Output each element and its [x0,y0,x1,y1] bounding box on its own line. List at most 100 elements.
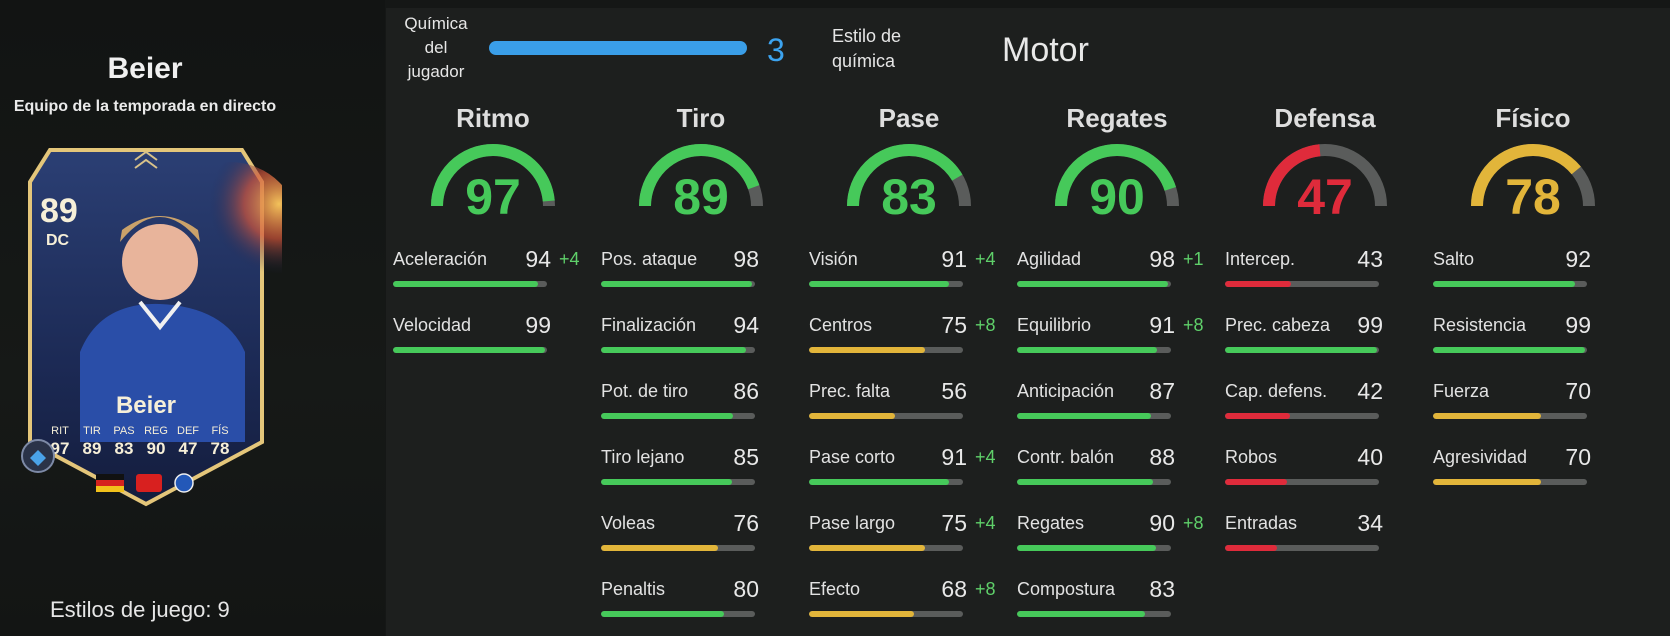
stat-bar [1225,413,1379,419]
stat-bar-fill [809,281,950,287]
nation-league-club-icons [96,473,194,493]
card-stat: RIT 97 [50,425,70,458]
gauge-fill [431,144,555,207]
stat-row[interactable]: Salto 92 [1433,246,1663,289]
stat-row[interactable]: Centros 75 +8 [809,312,1039,355]
stat-value: 99 [1357,312,1383,338]
stat-bar [809,347,963,353]
stat-bar [601,611,755,617]
category-value: 78 [1505,169,1561,225]
stat-bar-fill [809,545,925,551]
gauge-fill [639,144,763,207]
stat-row[interactable]: Velocidad 99 [393,312,623,355]
stat-row[interactable]: Efecto 68 +8 [809,576,1039,619]
card-position: DC [46,232,70,249]
stat-row[interactable]: Anticipación 87 [1017,378,1247,421]
stat-row[interactable]: Fuerza 70 [1433,378,1663,421]
stat-bar [393,347,547,353]
stat-value: 88 [1149,444,1175,470]
stat-bar-fill [601,413,734,419]
player-card[interactable]: 89 DC Beier RIT 97 TIR 89 PAS 83 REG 90 … [10,142,282,514]
stat-row[interactable]: Penaltis 80 [601,576,831,619]
stat-label: Fuerza [1433,381,1490,401]
stat-bar [1017,281,1171,287]
stat-label: Regates [1017,513,1085,533]
stat-bar-fill [1017,479,1153,485]
stat-value: 91 [941,246,967,272]
stat-row[interactable]: Resistencia 99 [1433,312,1663,355]
stat-bar-fill [1017,413,1151,419]
stat-row[interactable]: Pase largo 75 +4 [809,510,1039,553]
chem-style-value[interactable]: Motor [1002,31,1089,69]
stat-label: Tiro lejano [601,447,685,467]
stat-bar [601,413,755,419]
stat-bar [809,611,963,617]
stat-row[interactable]: Prec. cabeza 99 [1225,312,1455,355]
stat-row[interactable]: Cap. defens. 42 [1225,378,1455,421]
category-value: 83 [881,169,937,225]
stat-row[interactable]: Finalización 94 [601,312,831,355]
stat-row[interactable]: Agresividad 70 [1433,444,1663,487]
stat-label: Finalización [601,315,697,335]
stat-value: 87 [1149,378,1175,404]
stat-label: Voleas [601,513,656,533]
stat-value: 76 [733,510,759,536]
stat-bar-fill [1225,347,1378,353]
stat-bar-fill [809,347,925,353]
stat-value: 34 [1357,510,1383,536]
stat-row[interactable]: Tiro lejano 85 [601,444,831,487]
playstyle-badge-icon [21,439,55,473]
stat-row[interactable]: Robos 40 [1225,444,1455,487]
stat-row[interactable]: Compostura 83 [1017,576,1247,619]
stat-bar-fill [1017,347,1158,353]
stat-bar-fill [1433,347,1586,353]
stat-row[interactable]: Agilidad 98 +1 [1017,246,1247,289]
stat-label: Visión [809,249,858,269]
stat-row[interactable]: Pot. de tiro 86 [601,378,831,421]
stat-bonus: +8 [1183,513,1204,533]
stat-column: Físico 78 Salto 92 Resistencia 99 Fuerza 70 Agre… [1433,0,1633,636]
stat-row[interactable]: Intercep. 43 [1225,246,1455,289]
stat-bar-fill [1017,281,1168,287]
stat-bar-fill [809,413,896,419]
stat-row[interactable]: Voleas 76 [601,510,831,553]
stat-row[interactable]: Visión 91 +4 [809,246,1039,289]
stat-row[interactable]: Aceleración 94 +4 [393,246,623,289]
stat-bar [1225,281,1379,287]
stat-bar [601,479,755,485]
category-title: Ritmo [456,103,530,133]
stat-row[interactable]: Regates 90 +8 [1017,510,1247,553]
stat-bar-fill [393,347,546,353]
stat-label: Prec. falta [809,381,891,401]
stat-column: Defensa 47 Intercep. 43 Prec. cabeza 99 Cap. d… [1225,0,1425,636]
category-gauge-icon [1055,144,1179,207]
stat-value: 70 [1565,444,1591,470]
category-value: 89 [673,169,729,225]
stat-row[interactable]: Entradas 34 [1225,510,1455,553]
stat-bonus: +4 [975,249,996,269]
stat-column: Ritmo 97 Aceleración 94 +4 Velocidad 99 [393,0,593,636]
stat-label: Velocidad [393,315,472,335]
category-value: 97 [465,169,521,225]
stat-bonus: +8 [975,315,996,335]
stat-label: Efecto [809,579,861,599]
stat-bar [601,545,755,551]
stat-row[interactable]: Prec. falta 56 [809,378,1039,421]
gauge-fill [1263,144,1387,207]
stat-bar-fill [809,611,914,617]
card-name: Beier [115,392,177,419]
category-gauge-icon [847,144,971,207]
category-gauge-icon [639,144,763,207]
category-gauge-icon [431,144,555,207]
stat-value: 94 [733,312,759,338]
stat-value: 40 [1357,444,1383,470]
stat-row[interactable]: Equilibrio 91 +8 [1017,312,1247,355]
stat-row[interactable]: Pase corto 91 +4 [809,444,1039,487]
stat-bar-fill [1017,545,1156,551]
gauge-fill [847,144,971,207]
stat-row[interactable]: Pos. ataque 98 [601,246,831,289]
category-title: Físico [1495,103,1571,133]
category-title: Tiro [676,103,726,133]
category-value: 47 [1297,169,1353,225]
stat-row[interactable]: Contr. balón 88 [1017,444,1247,487]
